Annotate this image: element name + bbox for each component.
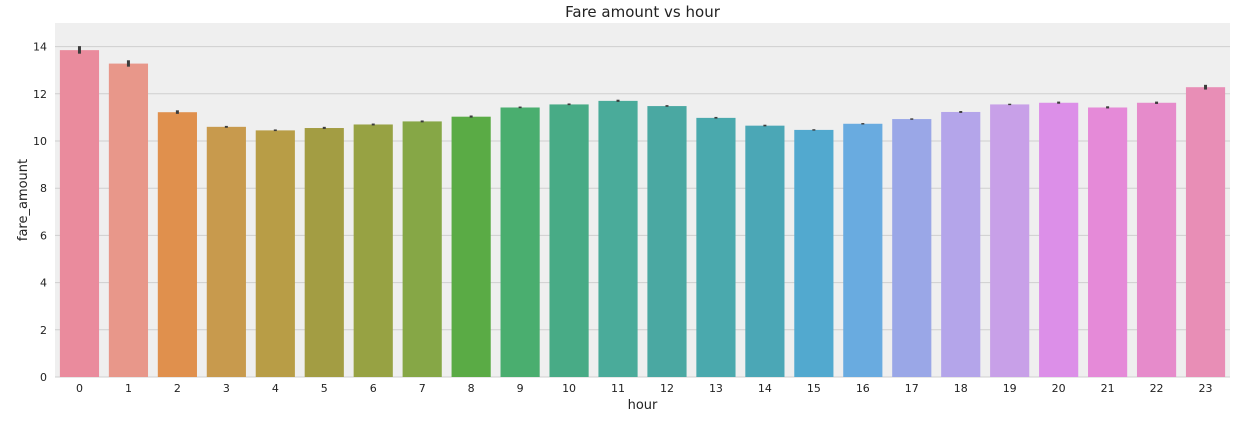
x-tick-label: 1 [125, 382, 132, 395]
x-tick-label: 12 [660, 382, 674, 395]
x-tick-label: 23 [1199, 382, 1213, 395]
bar-hour-9 [500, 107, 540, 377]
bar-hour-12 [647, 106, 687, 378]
x-tick-label: 0 [76, 382, 83, 395]
bar-hour-11 [598, 100, 638, 377]
y-axis-ticks: 0 2 4 6 8 10 12 14 [33, 41, 47, 384]
bar-hour-16 [843, 123, 883, 377]
y-tick-label: 4 [40, 277, 47, 290]
bar-hour-4 [255, 130, 295, 377]
bar-hour-6 [353, 124, 393, 377]
bar-hour-13 [696, 117, 736, 377]
bar-hour-2 [157, 112, 197, 377]
y-tick-label: 2 [40, 324, 47, 337]
y-tick-label: 6 [40, 229, 47, 242]
bar-hour-8 [451, 116, 491, 377]
bar-hour-14 [745, 125, 785, 377]
x-tick-label: 3 [223, 382, 230, 395]
x-tick-label: 8 [468, 382, 475, 395]
bar-hour-17 [892, 119, 932, 377]
x-tick-label: 6 [370, 382, 377, 395]
y-tick-label: 8 [40, 182, 47, 195]
bar-hour-15 [794, 129, 834, 377]
x-tick-label: 16 [856, 382, 870, 395]
bar-hour-10 [549, 104, 589, 378]
bar-hour-20 [1039, 102, 1079, 377]
bar-hour-1 [108, 63, 149, 377]
x-tick-label: 18 [954, 382, 968, 395]
bar-hour-23 [1185, 87, 1226, 377]
x-axis-title: hour [628, 398, 658, 413]
x-tick-label: 5 [321, 382, 328, 395]
x-tick-label: 19 [1003, 382, 1017, 395]
bars [59, 50, 1226, 378]
bar-hour-21 [1088, 107, 1128, 377]
plot-background [55, 23, 1230, 377]
x-tick-label: 13 [709, 382, 723, 395]
grid-lines [55, 46, 1230, 378]
bar-hour-19 [990, 104, 1030, 378]
x-tick-label: 7 [419, 382, 426, 395]
x-tick-label: 10 [562, 382, 576, 395]
y-tick-label: 0 [40, 371, 47, 384]
y-tick-label: 14 [33, 41, 47, 54]
x-tick-label: 21 [1101, 382, 1115, 395]
y-tick-label: 12 [33, 88, 47, 101]
x-tick-label: 20 [1052, 382, 1066, 395]
bar-hour-3 [206, 126, 246, 377]
bar-hour-22 [1136, 102, 1177, 377]
y-tick-label: 10 [33, 135, 47, 148]
x-tick-label: 2 [174, 382, 181, 395]
x-tick-label: 14 [758, 382, 772, 395]
x-tick-label: 4 [272, 382, 279, 395]
bar-hour-18 [941, 111, 981, 378]
x-tick-label: 9 [517, 382, 524, 395]
bar-hour-7 [402, 121, 442, 377]
x-axis-ticks: 0 1 2 3 4 5 6 7 8 9 10 11 12 13 14 15 16 17 18 19 20 21 22 23 [76, 382, 1213, 395]
x-tick-label: 15 [807, 382, 821, 395]
x-tick-label: 22 [1150, 382, 1164, 395]
bar-hour-0 [59, 50, 100, 377]
error-bars [77, 46, 1208, 132]
y-axis-title: fare_amount [16, 159, 31, 241]
chart-title: Fare amount vs hour [565, 3, 721, 21]
x-tick-label: 17 [905, 382, 919, 395]
bar-hour-5 [304, 128, 344, 377]
x-tick-label: 11 [611, 382, 625, 395]
